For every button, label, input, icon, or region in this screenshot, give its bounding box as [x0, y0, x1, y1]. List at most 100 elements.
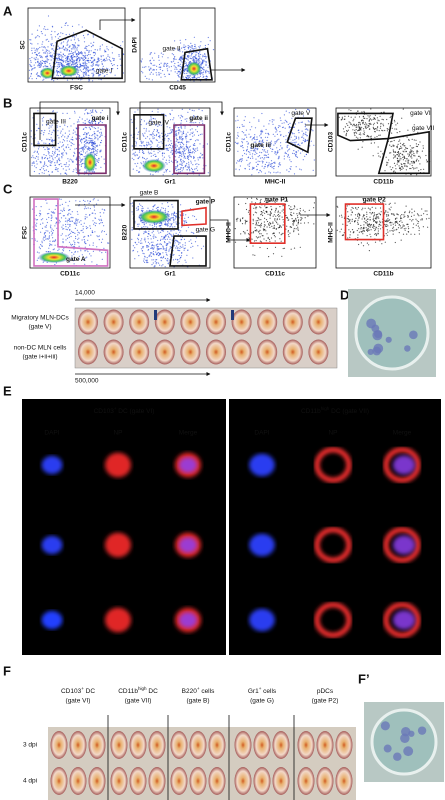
event-dot	[405, 151, 407, 153]
event-dot	[88, 140, 90, 142]
event-dot	[154, 64, 156, 66]
event-dot	[161, 135, 164, 138]
event-dot	[54, 240, 56, 243]
event-dot	[260, 142, 262, 144]
event-dot	[256, 138, 258, 140]
event-dot	[33, 57, 35, 59]
event-dot	[380, 150, 382, 152]
event-dot	[373, 142, 376, 144]
event-dot	[274, 162, 276, 164]
event-dot	[40, 63, 42, 65]
event-dot	[138, 233, 140, 235]
event-dot	[154, 204, 156, 206]
event-dot	[36, 54, 38, 56]
event-dot	[395, 168, 397, 170]
event-dot	[199, 73, 201, 76]
event-dot	[173, 221, 175, 223]
event-dot	[191, 53, 193, 56]
event-dot	[261, 141, 263, 143]
event-dot	[163, 237, 165, 240]
event-dot	[258, 141, 260, 143]
event-dot	[384, 224, 386, 226]
event-dot	[190, 75, 192, 77]
event-dot	[256, 152, 258, 155]
event-dot	[180, 136, 182, 138]
event-dot	[52, 159, 54, 161]
event-dot	[256, 229, 258, 231]
event-dot	[93, 131, 95, 133]
event-dot	[392, 145, 394, 147]
event-dot	[45, 56, 47, 58]
event-dot	[135, 143, 137, 145]
event-dot	[274, 211, 276, 213]
event-dot	[89, 112, 91, 114]
event-dot	[367, 126, 369, 128]
event-dot	[141, 246, 144, 248]
event-dot	[272, 233, 274, 235]
event-dot	[33, 157, 35, 159]
event-dot	[66, 79, 69, 81]
event-dot	[51, 138, 53, 141]
event-dot	[166, 254, 168, 256]
event-dot	[180, 126, 182, 128]
event-dot	[406, 165, 408, 167]
event-dot	[238, 169, 240, 171]
event-dot	[168, 155, 170, 157]
event-dot	[345, 135, 347, 137]
event-dot	[82, 149, 84, 151]
event-dot	[175, 216, 177, 218]
event-dot	[142, 133, 144, 135]
event-dot	[360, 224, 362, 227]
event-dot	[360, 129, 362, 131]
event-dot	[66, 112, 68, 114]
event-dot	[91, 65, 93, 67]
event-dot	[307, 108, 309, 110]
event-dot	[100, 149, 102, 151]
event-dot	[372, 118, 374, 120]
event-dot	[263, 226, 265, 228]
gate-label: gate II	[163, 45, 181, 52]
event-dot	[198, 231, 201, 233]
event-dot	[67, 62, 69, 65]
gate	[377, 130, 430, 175]
event-dot	[176, 166, 178, 168]
event-dot	[173, 122, 175, 124]
event-dot	[38, 142, 40, 144]
event-dot	[57, 134, 59, 137]
event-dot	[258, 172, 260, 174]
event-dot	[159, 137, 161, 139]
event-dot	[65, 59, 67, 61]
event-dot	[88, 149, 91, 151]
event-dot	[180, 230, 182, 232]
event-dot	[251, 201, 253, 203]
event-dot	[399, 159, 401, 161]
event-dot	[86, 151, 88, 153]
event-dot	[46, 55, 48, 57]
event-dot	[175, 67, 177, 69]
event-dot	[99, 120, 101, 122]
event-dot	[82, 57, 84, 59]
event-dot	[288, 127, 290, 129]
event-dot	[241, 142, 244, 144]
event-dot	[82, 147, 84, 149]
event-dot	[99, 144, 101, 146]
event-dot	[369, 136, 371, 138]
event-dot	[283, 158, 285, 160]
event-dot	[94, 135, 96, 137]
event-dot	[99, 69, 101, 71]
event-dot	[152, 227, 154, 229]
event-dot	[295, 108, 297, 111]
event-dot	[89, 227, 92, 229]
event-dot	[159, 264, 161, 266]
event-dot	[275, 207, 277, 209]
event-dot	[189, 149, 191, 151]
event-dot	[249, 153, 251, 155]
event-dot	[91, 149, 93, 151]
event-dot	[394, 165, 396, 167]
event-dot	[313, 144, 315, 146]
event-dot	[361, 111, 363, 113]
event-dot	[276, 219, 278, 221]
event-dot	[416, 158, 418, 160]
event-dot	[350, 109, 352, 112]
